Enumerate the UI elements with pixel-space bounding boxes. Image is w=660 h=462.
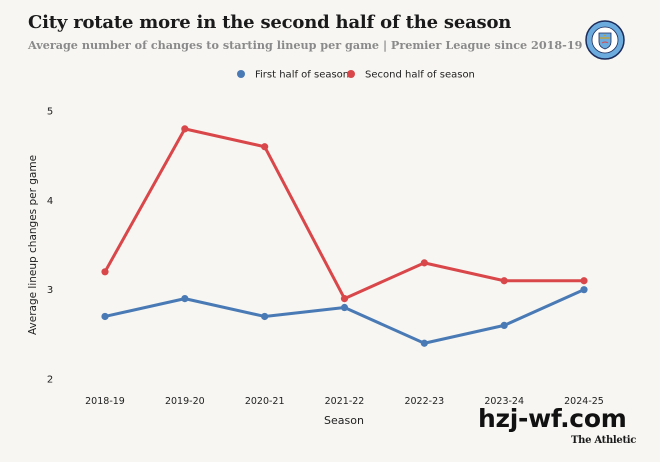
x-tick-label: 2021-22 xyxy=(325,396,365,407)
data-point-second-half-of-season xyxy=(580,277,588,285)
data-point-first-half-of-season xyxy=(340,303,349,312)
chart-subtitle: Average number of changes to starting li… xyxy=(28,38,583,52)
x-tick-label: 2020-21 xyxy=(245,396,285,407)
x-axis: 2018-19 2019-20 2020-21 2021-22 2022-23 2023-… xyxy=(85,396,604,407)
data-point-first-half-of-season xyxy=(261,312,269,321)
data-point-first-half-of-season xyxy=(420,339,428,347)
manchester-city-crest-icon xyxy=(585,20,625,60)
x-tick-label: 2019-20 xyxy=(165,396,205,407)
chart-title: City rotate more in the second half of t… xyxy=(28,12,512,33)
data-point-first-half-of-season xyxy=(101,312,109,321)
x-tick-label: 2023-24 xyxy=(484,396,524,407)
series-layer xyxy=(101,125,588,347)
x-tick-label: 2022-23 xyxy=(404,396,444,407)
y-tick-label: 5 xyxy=(47,107,53,118)
data-point-second-half-of-season xyxy=(101,268,109,276)
legend: First half of season Second half of seaso… xyxy=(237,70,475,81)
y-axis: 2 3 4 5 xyxy=(47,107,53,386)
data-point-second-half-of-season xyxy=(261,143,269,151)
data-point-second-half-of-season xyxy=(420,259,428,267)
y-axis-title: Average lineup changes per game xyxy=(27,155,39,335)
y-tick-label: 2 xyxy=(47,375,53,386)
data-point-second-half-of-season xyxy=(181,125,189,133)
legend-marker xyxy=(347,70,355,78)
data-point-first-half-of-season xyxy=(500,321,508,329)
data-point-second-half-of-season xyxy=(340,295,349,303)
x-tick-label: 2018-19 xyxy=(85,396,125,407)
y-tick-label: 4 xyxy=(47,196,53,207)
legend-label: Second half of season xyxy=(365,70,475,81)
data-point-second-half-of-season xyxy=(500,277,508,285)
brand-logo: The Athletic xyxy=(571,435,637,446)
x-tick-label: 2024-25 xyxy=(564,396,604,407)
legend-marker xyxy=(237,70,245,78)
legend-label: First half of season xyxy=(255,70,349,81)
y-tick-label: 3 xyxy=(47,285,53,296)
series-line-second-half-of-season xyxy=(103,127,586,301)
x-axis-title: Season xyxy=(324,414,364,427)
watermark: hzj-wf.com xyxy=(478,404,627,433)
data-point-first-half-of-season xyxy=(181,295,189,303)
data-point-first-half-of-season xyxy=(580,286,588,294)
